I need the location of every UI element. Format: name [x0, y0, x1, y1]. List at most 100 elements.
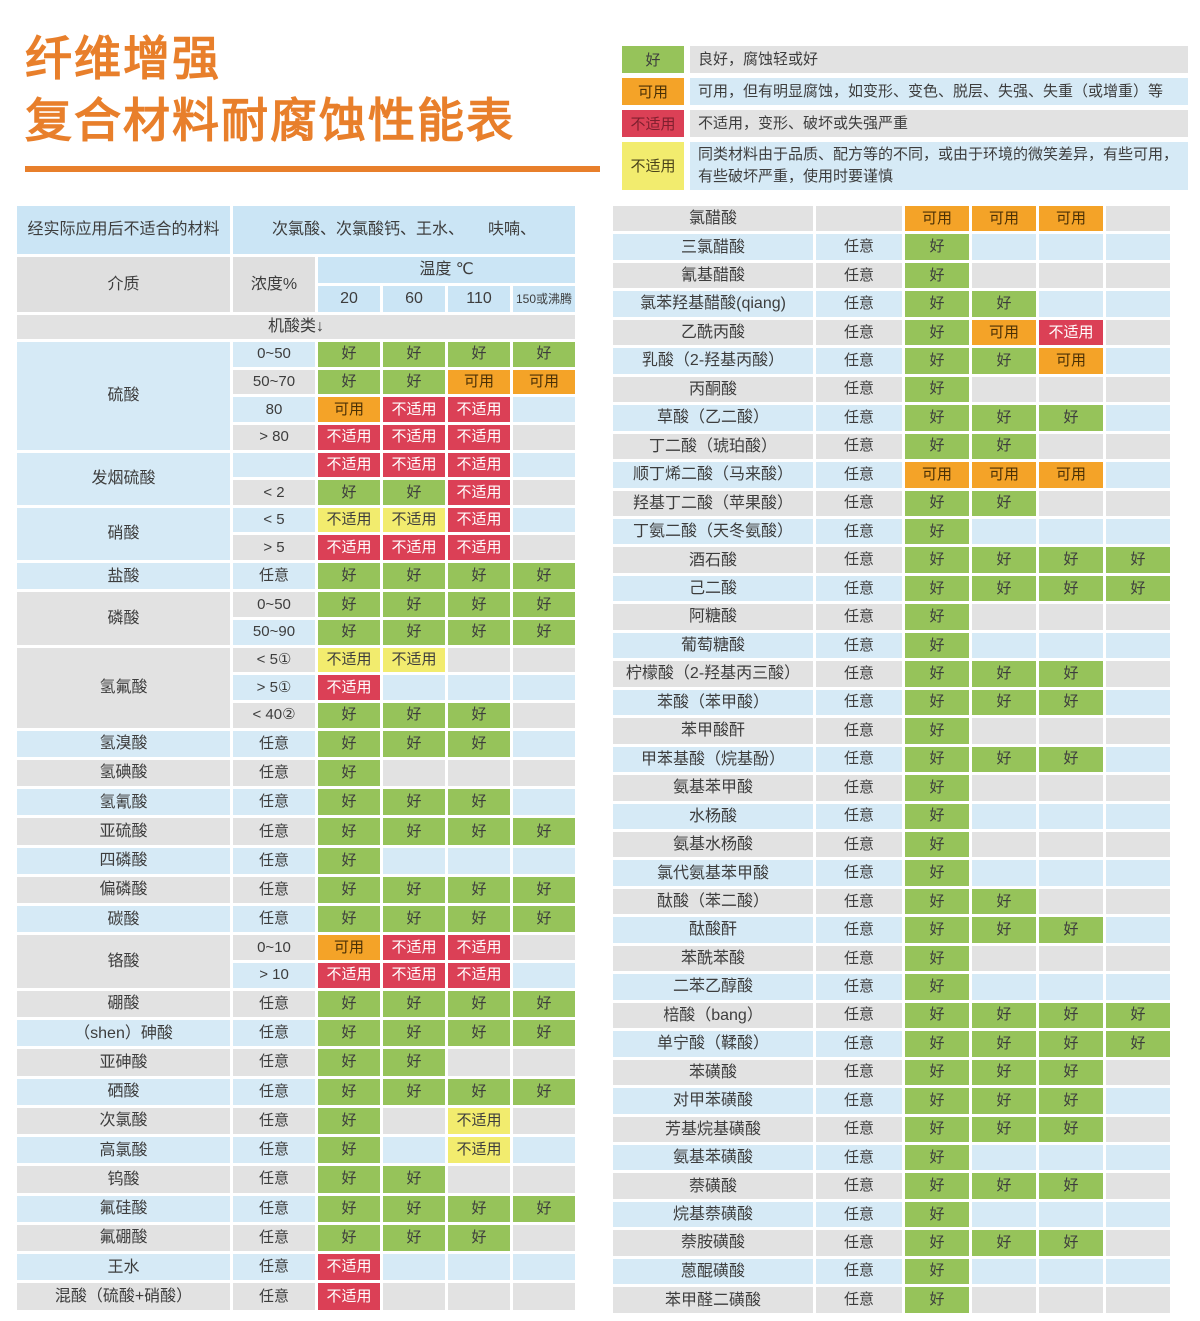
status-cell: 好 — [905, 1173, 970, 1199]
medium-name-cell: 甲苯基酸（烷基酚） — [613, 746, 814, 773]
legend-item: 可用 可用，但有明显腐蚀，如变形、变色、脱层、失强、失重（或增重）等 — [622, 78, 1188, 105]
status-cell — [448, 1254, 510, 1281]
status-cell — [972, 718, 1037, 744]
status-cell: 好 — [972, 291, 1037, 317]
status-cell: 好 — [383, 1049, 445, 1076]
status-cell: 可用 — [905, 462, 970, 488]
concentration-cell: 任意 — [816, 518, 903, 545]
medium-name-cell: 氨基苯甲酸 — [613, 775, 814, 801]
status-cell: 好 — [1039, 746, 1104, 773]
status-cell: 好 — [318, 342, 380, 367]
status-cell — [972, 632, 1037, 659]
concentration-cell: 任意 — [816, 917, 903, 943]
status-cell — [513, 1254, 576, 1281]
status-cell: 好 — [513, 1078, 576, 1105]
status-cell — [972, 1258, 1037, 1285]
status-cell: 好 — [513, 342, 576, 367]
status-cell — [383, 675, 445, 700]
concentration-cell: 任意 — [233, 563, 315, 590]
legend-swatch-unsuitable: 不适用 — [622, 110, 684, 137]
medium-name-cell: 酞酸酐 — [613, 917, 814, 943]
status-cell: 不适用 — [448, 452, 510, 478]
status-cell — [972, 1201, 1037, 1228]
status-cell: 好 — [318, 759, 380, 787]
status-cell: 好 — [448, 730, 510, 757]
unsuitable-materials-label: 经实际应用后不适合的材料 — [17, 206, 230, 254]
table-row: 顺丁烯二酸（马来酸） 任意 可用 可用 可用 — [613, 462, 1171, 488]
concentration-cell: 任意 — [816, 291, 903, 317]
status-cell: 好 — [318, 1137, 380, 1164]
table-row: 萘磺酸 任意好好好 — [613, 1173, 1171, 1199]
concentration-cell: 任意 — [816, 1116, 903, 1142]
medium-name-cell: 乙酰丙酸 — [613, 319, 814, 346]
status-cell: 好 — [905, 1144, 970, 1171]
temp-column-header: 150或沸腾 — [513, 286, 576, 312]
table-row: 磷酸 0~50 好好好好 — [17, 592, 576, 645]
status-cell: 好 — [318, 730, 380, 757]
status-cell: 好 — [318, 620, 380, 645]
status-cell: 好 — [383, 702, 445, 728]
status-cell — [1106, 433, 1171, 460]
page-title: 纤维增强 复合材料耐腐蚀性能表 — [25, 28, 600, 173]
status-cell: 好 — [513, 990, 576, 1017]
concentration-cell: 任意 — [816, 860, 903, 886]
table-row: 氟硅酸 任意好好好好 — [17, 1195, 576, 1222]
status-cell: 好 — [972, 888, 1037, 915]
page-title-line1: 纤维增强 — [25, 32, 221, 85]
concentration-cell: 任意 — [816, 348, 903, 374]
status-cell: 好 — [383, 789, 445, 816]
status-cell: 好 — [318, 1020, 380, 1047]
status-cell: 好 — [905, 831, 970, 858]
status-cell: 好 — [513, 563, 576, 590]
status-cell: 好 — [905, 917, 970, 943]
table-row: 萘胺磺酸 任意好好好 — [613, 1230, 1171, 1256]
table-row: 己二酸 任意好好好好 — [613, 575, 1171, 602]
status-cell: 好 — [513, 906, 576, 933]
status-cell — [448, 1049, 510, 1076]
status-cell: 好 — [905, 746, 970, 773]
table-row: > 10 不适用 不适用 不适用 — [17, 963, 576, 988]
table-row: 氯苯羟基醋酸(qiang) 任意好好 — [613, 291, 1171, 317]
status-cell: 好 — [905, 518, 970, 545]
status-cell: 好 — [1039, 1031, 1104, 1057]
concentration-cell — [233, 452, 315, 478]
status-cell: 好 — [905, 490, 970, 516]
table-row: 亚砷酸 任意好好 — [17, 1049, 576, 1076]
concentration-cell: 任意 — [816, 547, 903, 573]
concentration-cell: 0~10 — [233, 935, 315, 961]
status-cell — [1106, 291, 1171, 317]
status-cell — [513, 963, 576, 988]
concentration-cell: 任意 — [233, 1195, 315, 1222]
concentration-cell: 任意 — [816, 1258, 903, 1285]
status-cell: 好 — [905, 604, 970, 630]
medium-name-cell: 氢溴酸 — [17, 730, 230, 757]
status-cell — [1106, 1287, 1171, 1313]
status-cell: 好 — [318, 847, 380, 874]
status-cell: 可用 — [972, 319, 1037, 346]
medium-name-cell: 羟基丁二酸（苹果酸） — [613, 490, 814, 516]
status-cell: 好 — [513, 1195, 576, 1222]
status-cell: 好 — [1039, 1088, 1104, 1114]
status-cell: 好 — [1039, 689, 1104, 716]
concentration-cell: 任意 — [816, 462, 903, 488]
table-row: 硫酸 0~50 好好好好 — [17, 342, 576, 450]
table-row: 硒酸 任意好好好好 — [17, 1078, 576, 1105]
concentration-cell: 任意 — [816, 746, 903, 773]
status-cell — [1039, 1287, 1104, 1313]
status-cell — [972, 518, 1037, 545]
concentration-cell: 任意 — [816, 831, 903, 858]
status-cell: 好 — [318, 592, 380, 618]
status-cell — [383, 1137, 445, 1164]
concentration-cell: 任意 — [816, 433, 903, 460]
status-cell — [972, 234, 1037, 260]
status-cell — [1106, 1230, 1171, 1256]
status-cell — [448, 675, 510, 700]
status-cell: 不适用 — [448, 935, 510, 961]
concentration-cell: 任意 — [233, 1049, 315, 1076]
status-cell — [1106, 1088, 1171, 1114]
table-row: 发烟硫酸 不适用 不适用 不适用 — [17, 452, 576, 505]
status-cell — [1106, 632, 1171, 659]
concentration-cell: 任意 — [816, 575, 903, 602]
status-cell: 好 — [905, 405, 970, 431]
status-cell: 可用 — [318, 397, 380, 422]
